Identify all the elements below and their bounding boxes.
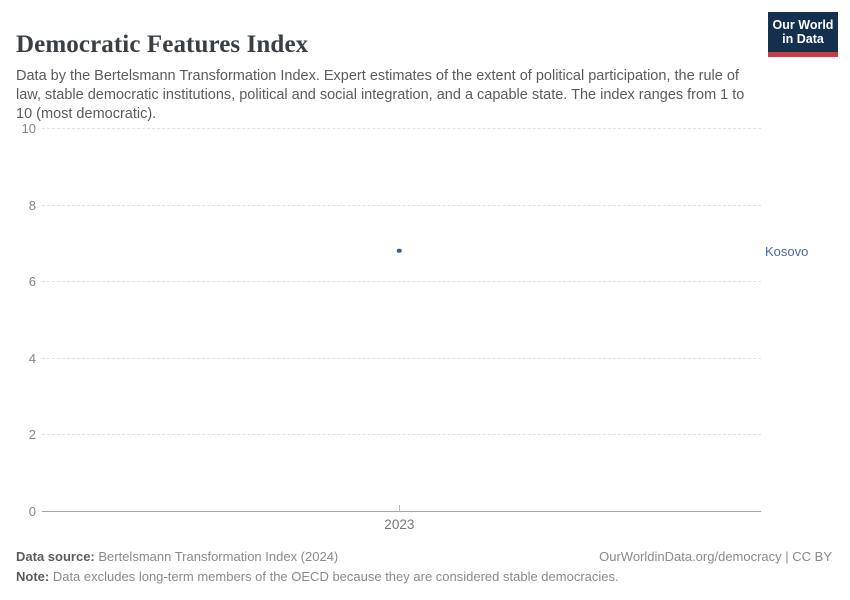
note-text: Data excludes long-term members of the O… bbox=[49, 569, 619, 584]
y-tick-label: 6 bbox=[28, 274, 36, 290]
note-line: Note: Data excludes long-term members of… bbox=[16, 567, 832, 587]
y-tick-label: 8 bbox=[28, 197, 36, 213]
owid-logo-line2: in Data bbox=[782, 32, 824, 46]
y-tick-label: 0 bbox=[28, 504, 36, 519]
data-source-label: Data source: bbox=[16, 549, 95, 564]
y-gridline bbox=[42, 128, 761, 129]
chart-footer: Data source: Bertelsmann Transformation … bbox=[16, 547, 832, 587]
owid-url-license[interactable]: OurWorldinData.org/democracy | CC BY bbox=[599, 549, 832, 564]
y-tick-label: 4 bbox=[28, 350, 36, 366]
y-gridline bbox=[42, 357, 761, 359]
chart-subtitle: Data by the Bertelsmann Transformation I… bbox=[16, 67, 745, 122]
data-source-line: Data source: Bertelsmann Transformation … bbox=[16, 547, 832, 567]
data-point-kosovo[interactable] bbox=[397, 248, 402, 253]
owid-logo-line1: Our World bbox=[772, 18, 834, 32]
entity-label-kosovo[interactable]: Kosovo bbox=[765, 243, 809, 259]
chart-title: Democratic Features Index bbox=[16, 30, 309, 58]
data-source-text: Bertelsmann Transformation Index (2024) bbox=[94, 549, 339, 564]
y-gridline bbox=[42, 434, 761, 436]
y-tick-label: 2 bbox=[28, 427, 36, 443]
y-tick-label: 10 bbox=[21, 121, 36, 136]
y-gridline bbox=[42, 281, 761, 283]
x-axis-line bbox=[42, 511, 761, 512]
note-label: Note: bbox=[16, 569, 50, 584]
y-gridline bbox=[42, 204, 761, 206]
x-axis-tick bbox=[399, 505, 401, 512]
x-tick-label: 2023 bbox=[384, 517, 415, 532]
owid-logo[interactable]: Our World in Data bbox=[768, 12, 838, 57]
